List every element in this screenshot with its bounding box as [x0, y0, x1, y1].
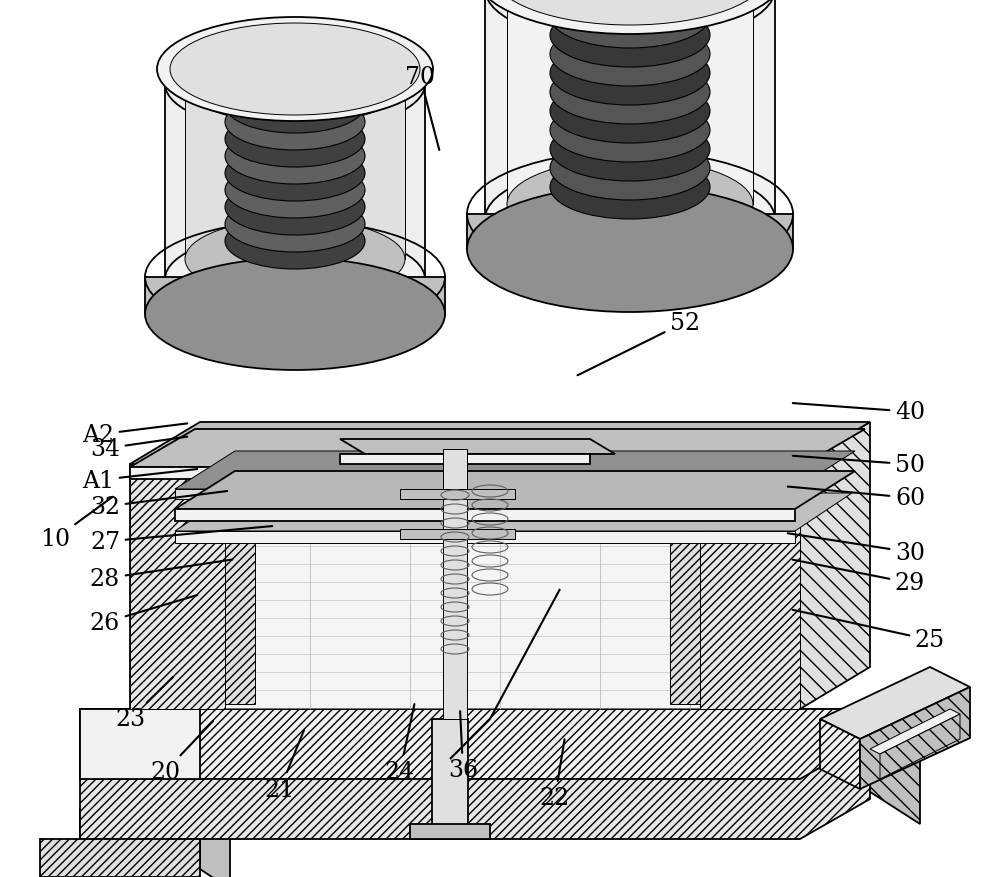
- Polygon shape: [485, 0, 775, 220]
- Text: 26: 26: [90, 595, 197, 634]
- Polygon shape: [175, 452, 855, 489]
- Polygon shape: [130, 430, 865, 467]
- Ellipse shape: [165, 37, 425, 132]
- Polygon shape: [400, 489, 515, 499]
- Text: 60: 60: [788, 487, 925, 510]
- Polygon shape: [443, 450, 467, 719]
- Ellipse shape: [550, 99, 710, 163]
- Ellipse shape: [225, 163, 365, 218]
- Text: 30: 30: [788, 533, 925, 564]
- Polygon shape: [130, 467, 800, 480]
- Polygon shape: [165, 85, 425, 280]
- Polygon shape: [80, 709, 920, 754]
- Ellipse shape: [225, 146, 365, 202]
- Ellipse shape: [550, 61, 710, 125]
- Ellipse shape: [185, 45, 405, 125]
- Text: 10: 10: [40, 497, 113, 551]
- Text: 52: 52: [577, 311, 700, 376]
- Ellipse shape: [493, 0, 767, 26]
- Polygon shape: [467, 215, 793, 250]
- Ellipse shape: [225, 180, 365, 236]
- Text: A1: A1: [82, 469, 197, 492]
- Text: 34: 34: [90, 437, 187, 460]
- Polygon shape: [700, 465, 800, 709]
- Polygon shape: [145, 278, 445, 315]
- Polygon shape: [80, 709, 850, 779]
- Ellipse shape: [507, 160, 753, 250]
- Polygon shape: [185, 85, 405, 260]
- Ellipse shape: [475, 0, 785, 35]
- Ellipse shape: [225, 129, 365, 185]
- Ellipse shape: [485, 165, 775, 275]
- Polygon shape: [200, 809, 230, 877]
- Ellipse shape: [507, 0, 753, 35]
- Polygon shape: [80, 809, 230, 829]
- Text: 28: 28: [90, 560, 232, 590]
- Polygon shape: [130, 423, 870, 465]
- Polygon shape: [850, 709, 920, 824]
- Polygon shape: [80, 739, 870, 839]
- Ellipse shape: [225, 112, 365, 168]
- Ellipse shape: [225, 196, 365, 253]
- Ellipse shape: [550, 0, 710, 49]
- Polygon shape: [340, 454, 590, 465]
- Text: 50: 50: [793, 453, 925, 476]
- Text: 22: 22: [540, 739, 570, 809]
- Ellipse shape: [550, 80, 710, 144]
- Ellipse shape: [170, 24, 420, 116]
- Polygon shape: [130, 465, 225, 709]
- Ellipse shape: [550, 156, 710, 220]
- Ellipse shape: [157, 18, 433, 122]
- Text: 25: 25: [793, 610, 945, 652]
- Polygon shape: [400, 530, 515, 539]
- Text: A2: A2: [82, 424, 187, 446]
- Text: 40: 40: [793, 401, 925, 424]
- Polygon shape: [432, 719, 468, 829]
- Ellipse shape: [550, 4, 710, 68]
- Text: 29: 29: [793, 560, 925, 595]
- Polygon shape: [880, 714, 960, 779]
- Ellipse shape: [550, 42, 710, 106]
- Text: 27: 27: [90, 526, 272, 553]
- Ellipse shape: [225, 78, 365, 134]
- Ellipse shape: [225, 214, 365, 270]
- Polygon shape: [130, 465, 800, 709]
- Polygon shape: [340, 439, 615, 454]
- Ellipse shape: [550, 23, 710, 87]
- Polygon shape: [80, 809, 200, 869]
- Text: 20: 20: [150, 721, 213, 783]
- Polygon shape: [800, 423, 870, 709]
- Ellipse shape: [467, 187, 793, 312]
- Polygon shape: [175, 494, 852, 531]
- Polygon shape: [175, 531, 795, 544]
- Text: 24: 24: [385, 704, 415, 783]
- Polygon shape: [860, 688, 970, 789]
- Ellipse shape: [550, 0, 710, 30]
- Ellipse shape: [550, 137, 710, 201]
- Text: 70: 70: [405, 66, 439, 151]
- Ellipse shape: [145, 259, 445, 371]
- Ellipse shape: [185, 220, 405, 300]
- Polygon shape: [175, 489, 795, 499]
- Polygon shape: [820, 719, 860, 789]
- Polygon shape: [670, 467, 700, 704]
- Ellipse shape: [165, 232, 425, 328]
- Polygon shape: [410, 824, 490, 839]
- Polygon shape: [870, 709, 960, 754]
- Polygon shape: [820, 667, 970, 739]
- Polygon shape: [175, 472, 855, 510]
- Text: 32: 32: [90, 491, 227, 518]
- Polygon shape: [80, 709, 200, 779]
- Ellipse shape: [485, 0, 775, 45]
- Polygon shape: [225, 467, 255, 704]
- Polygon shape: [40, 839, 200, 877]
- Text: 36: 36: [448, 711, 478, 781]
- Ellipse shape: [550, 118, 710, 182]
- Polygon shape: [507, 0, 753, 204]
- Ellipse shape: [225, 95, 365, 151]
- Polygon shape: [175, 510, 795, 522]
- Text: 21: 21: [265, 731, 304, 801]
- Text: 23: 23: [115, 677, 173, 731]
